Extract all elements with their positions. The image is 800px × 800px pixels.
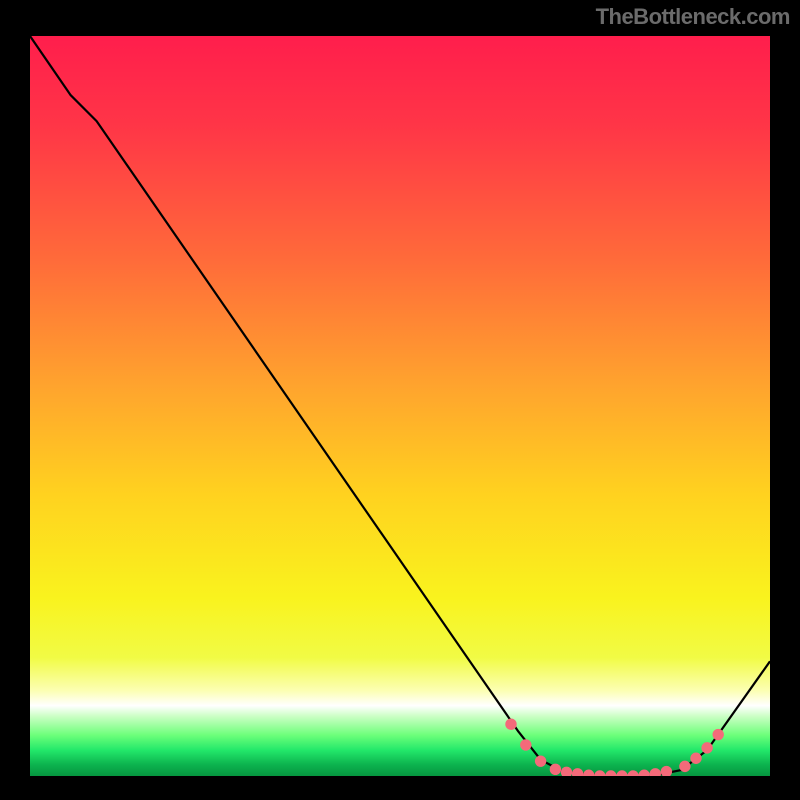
marker-dot [661, 766, 671, 776]
watermark-text: TheBottleneck.com [596, 4, 790, 30]
marker-dot [691, 753, 701, 763]
marker-dot [550, 764, 560, 774]
chart-stage: TheBottleneck.com [0, 0, 800, 800]
marker-dot [702, 743, 712, 753]
marker-dot [506, 719, 516, 729]
plot-background-gradient [30, 36, 770, 776]
marker-dot [521, 740, 531, 750]
bottleneck-chart [0, 0, 800, 800]
marker-dot [713, 729, 723, 739]
marker-dot [535, 756, 545, 766]
marker-dot [680, 761, 690, 771]
marker-dot [561, 767, 571, 777]
